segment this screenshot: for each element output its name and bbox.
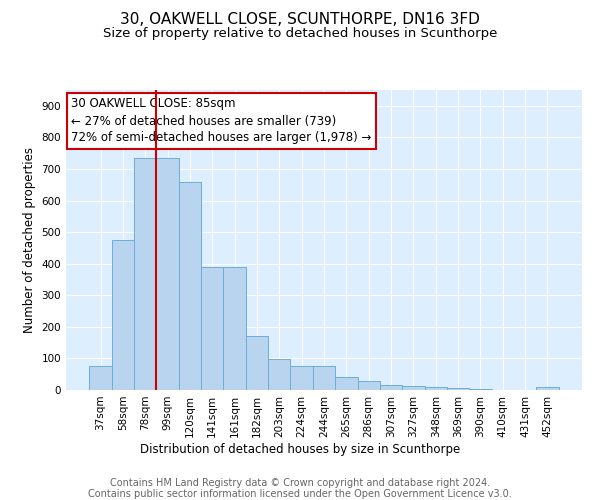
Bar [89,366,112,390]
Bar [246,336,268,390]
Bar [402,386,425,390]
Text: Contains public sector information licensed under the Open Government Licence v3: Contains public sector information licen… [88,489,512,499]
Bar [313,366,335,390]
Text: Distribution of detached houses by size in Scunthorpe: Distribution of detached houses by size … [140,442,460,456]
Bar [223,267,246,390]
Text: 30, OAKWELL CLOSE, SCUNTHORPE, DN16 3FD: 30, OAKWELL CLOSE, SCUNTHORPE, DN16 3FD [120,12,480,28]
Bar [447,388,469,390]
Text: Size of property relative to detached houses in Scunthorpe: Size of property relative to detached ho… [103,28,497,40]
Bar [536,388,559,390]
Bar [290,366,313,390]
Bar [335,376,358,390]
Bar [179,182,201,390]
Bar [201,267,223,390]
Bar [157,158,179,390]
Text: 30 OAKWELL CLOSE: 85sqm
← 27% of detached houses are smaller (739)
72% of semi-d: 30 OAKWELL CLOSE: 85sqm ← 27% of detache… [71,98,371,144]
Bar [268,360,290,390]
Bar [380,386,402,390]
Bar [425,386,447,390]
Text: Contains HM Land Registry data © Crown copyright and database right 2024.: Contains HM Land Registry data © Crown c… [110,478,490,488]
Bar [358,380,380,390]
Y-axis label: Number of detached properties: Number of detached properties [23,147,36,333]
Bar [134,158,157,390]
Bar [112,240,134,390]
